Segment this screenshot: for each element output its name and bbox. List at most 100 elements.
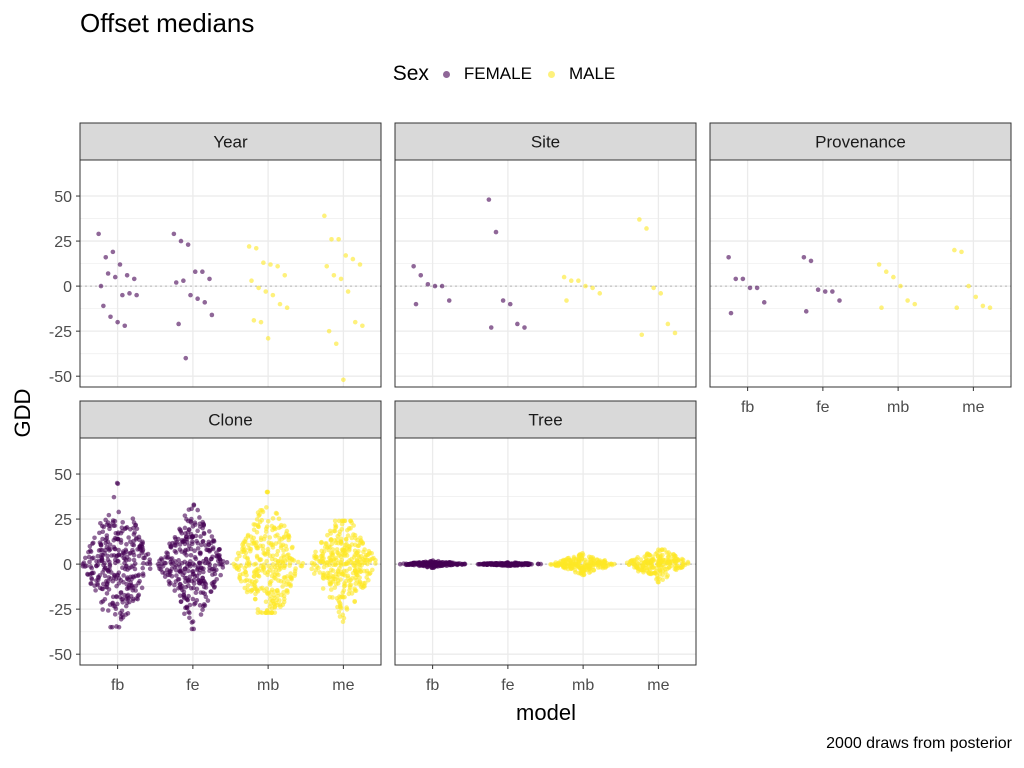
data-point-mb xyxy=(268,262,273,267)
data-point-fb xyxy=(96,575,101,581)
data-point-me xyxy=(327,555,332,561)
data-point-me xyxy=(343,253,349,258)
data-point-mb xyxy=(267,567,272,573)
data-point-fe xyxy=(168,545,174,550)
data-point-fb xyxy=(131,552,137,558)
data-point-fb xyxy=(116,547,121,553)
data-point-fb xyxy=(115,481,121,487)
data-point-mb xyxy=(264,489,270,495)
data-point-fe xyxy=(210,545,216,550)
data-point-me xyxy=(352,319,358,325)
data-point-fb xyxy=(140,565,146,571)
data-point-mb xyxy=(912,301,918,307)
data-point-mb xyxy=(275,532,280,538)
data-point-fe xyxy=(184,597,190,602)
data-point-mb xyxy=(277,301,283,307)
data-point-mb xyxy=(274,563,280,568)
data-point-me xyxy=(309,560,315,566)
data-point-mb xyxy=(279,559,284,565)
data-point-mb xyxy=(278,556,284,561)
data-point-me xyxy=(336,540,341,546)
data-point-mb xyxy=(236,564,241,570)
data-point-fe xyxy=(206,539,212,545)
data-point-mb xyxy=(564,298,569,303)
data-point-me xyxy=(673,566,679,571)
data-point-fb xyxy=(111,494,117,500)
data-point-me xyxy=(339,572,345,577)
data-point-fe xyxy=(162,570,168,576)
data-point-mb xyxy=(245,583,251,588)
data-point-fe xyxy=(197,551,203,557)
data-point-me xyxy=(373,557,378,563)
data-point-me xyxy=(973,294,979,300)
data-point-fb xyxy=(108,314,113,320)
data-point-fb xyxy=(98,283,104,289)
data-point-mb xyxy=(234,556,240,562)
data-point-fb xyxy=(112,612,118,617)
data-point-me xyxy=(669,563,674,569)
data-point-mb xyxy=(274,571,280,577)
data-point-mb xyxy=(270,545,276,550)
data-point-mb xyxy=(295,559,301,565)
data-point-mb xyxy=(572,567,578,573)
data-point-fb xyxy=(105,539,111,545)
data-point-fb xyxy=(130,542,135,547)
data-point-fb xyxy=(94,558,99,564)
data-point-fb xyxy=(106,512,112,518)
data-point-me xyxy=(675,558,681,563)
data-point-fe xyxy=(194,597,200,603)
data-point-mb xyxy=(254,545,260,551)
data-point-me xyxy=(639,332,645,338)
data-point-me xyxy=(336,518,342,524)
data-point-fe xyxy=(207,568,212,573)
data-point-me xyxy=(660,557,666,563)
strip-background xyxy=(394,400,697,439)
data-point-fb xyxy=(113,606,119,612)
data-point-fb xyxy=(132,566,138,572)
data-point-me xyxy=(980,303,986,309)
data-point-mb xyxy=(268,610,274,616)
panel-background xyxy=(395,160,696,387)
data-point-fe xyxy=(822,289,828,294)
data-point-fb xyxy=(133,536,139,542)
data-point-me xyxy=(345,533,351,538)
data-point-mb xyxy=(258,557,264,562)
data-point-fe xyxy=(172,582,177,588)
data-point-fb xyxy=(99,552,104,558)
data-point-me xyxy=(339,521,345,527)
data-point-fb xyxy=(124,273,130,278)
data-point-mb xyxy=(278,524,283,530)
data-point-me xyxy=(630,557,635,563)
data-point-fb xyxy=(740,276,746,282)
data-point-fe xyxy=(203,585,209,590)
data-point-fe xyxy=(192,548,197,553)
data-point-mb xyxy=(264,558,269,564)
data-point-fb xyxy=(133,522,138,528)
data-point-mb xyxy=(242,578,248,584)
data-point-me xyxy=(347,566,353,572)
data-point-fe xyxy=(202,560,208,566)
data-point-fb xyxy=(111,523,117,529)
data-point-mb xyxy=(597,291,603,296)
data-point-mb xyxy=(261,566,266,572)
data-point-fb xyxy=(124,541,129,547)
data-point-fe xyxy=(201,521,206,527)
data-point-fb xyxy=(116,509,122,515)
data-point-me xyxy=(358,566,363,571)
data-point-fb xyxy=(127,557,132,562)
data-point-fb xyxy=(432,283,438,289)
data-point-fb xyxy=(118,578,124,583)
data-point-me xyxy=(314,563,320,569)
data-point-fb xyxy=(127,526,133,532)
data-point-fb xyxy=(98,547,103,553)
data-point-me xyxy=(358,535,363,541)
data-point-fe xyxy=(191,577,197,583)
data-point-me xyxy=(322,213,327,219)
data-point-fe xyxy=(191,581,197,586)
data-point-fb xyxy=(143,552,149,558)
data-point-fe xyxy=(158,567,164,572)
data-point-mb xyxy=(578,571,583,576)
data-point-me xyxy=(337,614,343,619)
data-point-mb xyxy=(571,554,577,560)
data-point-fe xyxy=(179,583,185,589)
